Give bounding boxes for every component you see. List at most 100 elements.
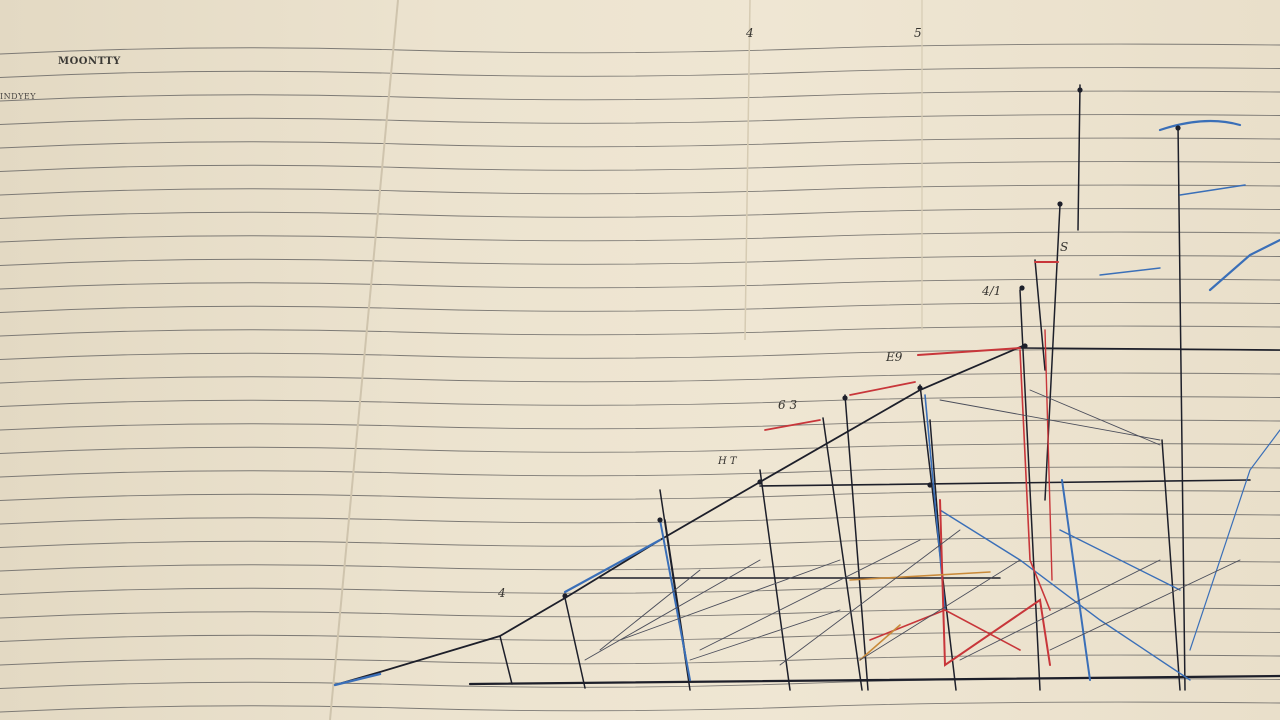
red-stroke [849, 381, 916, 396]
brace-stroke-blue [939, 509, 1191, 681]
joint-dot [917, 385, 923, 391]
brace-stroke [699, 539, 921, 651]
ruled-line [0, 114, 1280, 125]
curl-stroke-blue [1189, 429, 1280, 651]
ruled-line [0, 278, 1280, 290]
vertical-stroke-blue [1061, 479, 1091, 681]
ruled-line [0, 537, 1280, 548]
ruled-line [0, 396, 1280, 407]
ruled-line [0, 631, 1280, 642]
ruled-line [0, 137, 1280, 149]
brace-stroke [1049, 559, 1241, 651]
joint-dot [1019, 285, 1025, 291]
vertical-stroke [1177, 124, 1186, 691]
ruled-line [0, 231, 1280, 243]
horizontal-stroke [759, 479, 1251, 487]
curl-stroke-blue [1208, 238, 1280, 292]
brace-stroke-blue [1059, 529, 1181, 591]
orange-stroke [849, 571, 991, 581]
curl-stroke-blue [1158, 119, 1242, 132]
ruled-line [0, 349, 1280, 360]
handwritten-mark: H T [718, 456, 737, 467]
ruled-line [0, 560, 1280, 572]
joint-dot [657, 517, 663, 523]
vertical-stroke [499, 635, 513, 685]
ruled-line [0, 43, 1280, 55]
ruled-line [0, 466, 1280, 478]
handwritten-mark: 4 [746, 26, 754, 40]
red-stroke [939, 499, 1051, 667]
vertical-stroke [1077, 84, 1081, 231]
handwritten-mark: 4 [498, 586, 506, 600]
handwritten-mark: S [1060, 240, 1069, 254]
ruled-line [0, 208, 1280, 219]
ruled-line [0, 607, 1280, 619]
ruled-line [0, 490, 1280, 501]
curl-stroke-blue [1099, 267, 1161, 276]
brace-stroke [779, 529, 961, 666]
ruled-line [0, 701, 1280, 713]
orange-stroke [859, 624, 901, 661]
vertical-stroke [844, 394, 869, 691]
notebook-heading: MOONTTY [58, 56, 121, 67]
handwritten-mark: E9 [886, 350, 903, 364]
red-stroke [1019, 349, 1051, 611]
ruled-line [0, 255, 1280, 266]
vertical-stroke [759, 469, 791, 691]
joint-dot [562, 593, 568, 599]
handwritten-mark: 5 [914, 26, 922, 40]
joint-dot [842, 395, 848, 401]
ruled-line [0, 302, 1280, 313]
brace-stroke [1029, 389, 1161, 446]
joint-dot [927, 482, 933, 488]
joint-dot [1057, 201, 1063, 207]
joint-dot [1022, 343, 1028, 349]
joint-dot [1077, 87, 1083, 93]
curl-stroke-blue [1179, 184, 1246, 196]
vertical-stroke-blue [659, 519, 691, 681]
fold-creases [329, 0, 923, 720]
vertical-stroke [1044, 204, 1061, 501]
ruled-line [0, 443, 1280, 454]
rising-stroke-blue [333, 672, 382, 687]
ruled-line [0, 184, 1280, 196]
joint-dot [1175, 125, 1181, 131]
baseline-stroke [468, 674, 1280, 686]
ruled-line [0, 513, 1280, 525]
ruled-line [0, 67, 1280, 78]
red-stroke [917, 347, 1021, 356]
brace-stroke [859, 559, 1021, 661]
rising-stroke-blue [563, 538, 662, 594]
brace-stroke [599, 569, 701, 651]
vertical-stroke [822, 417, 863, 691]
handwritten-mark: 4/1 [982, 284, 1002, 298]
vertical-stroke [564, 597, 586, 689]
ruled-line [0, 372, 1280, 384]
vertical-stroke [1034, 259, 1046, 371]
ruled-line [0, 161, 1280, 172]
vertical-stroke [1161, 439, 1181, 691]
vertical-stroke [1019, 289, 1041, 691]
red-stroke [764, 419, 821, 431]
ruled-line [0, 584, 1280, 595]
red-stroke [1044, 329, 1053, 581]
brace-stroke [689, 609, 841, 661]
handwritten-mark: 6 3 [778, 398, 798, 412]
ruled-line [0, 90, 1280, 102]
horizontal-stroke [1019, 347, 1280, 351]
ruled-line [0, 325, 1280, 337]
brace-stroke [619, 559, 841, 641]
ruled-line [0, 678, 1280, 689]
sketched-structure [333, 84, 1280, 691]
brace-stroke [584, 559, 761, 661]
rising-stroke [334, 344, 1026, 686]
ruled-line [0, 654, 1280, 666]
brace-stroke [939, 399, 1161, 441]
ruled-lines [0, 43, 1280, 713]
joint-dot [757, 479, 763, 485]
ruled-line [0, 419, 1280, 431]
notebook-subheading: INDYEY [0, 92, 36, 101]
brace-stroke [959, 559, 1161, 661]
